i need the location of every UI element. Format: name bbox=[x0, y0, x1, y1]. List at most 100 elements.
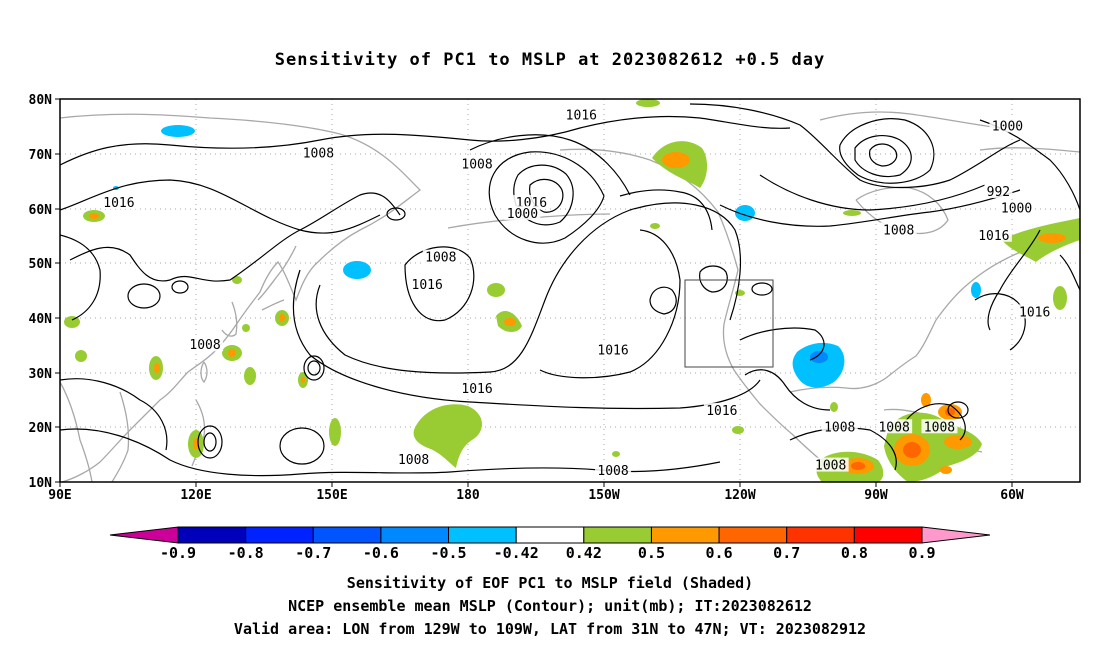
positive-sensitivity-area bbox=[612, 451, 620, 457]
positive-sensitivity-area bbox=[413, 404, 483, 468]
contour-label: 1008 bbox=[398, 453, 429, 468]
positive-sensitivity-area bbox=[89, 213, 99, 219]
colorbar-swatch bbox=[245, 526, 314, 544]
positive-sensitivity-area bbox=[636, 99, 660, 107]
lon-axis: 90E 120E 150E 180 150W 120W 90W 60W bbox=[48, 482, 1024, 503]
mslp-contour bbox=[69, 192, 401, 282]
contour-label-bg bbox=[459, 156, 496, 171]
mslp-contour bbox=[649, 286, 677, 315]
mslp-contour bbox=[488, 151, 605, 244]
colorbar-swatch bbox=[853, 526, 923, 544]
mslp-contour bbox=[539, 229, 681, 379]
negative-sensitivity-area bbox=[971, 282, 981, 298]
contour-label: 1008 bbox=[883, 223, 914, 238]
negative-sensitivity-area bbox=[343, 261, 371, 279]
contour-label-bg bbox=[513, 194, 550, 209]
lon-tick-label: 120E bbox=[180, 488, 211, 503]
mslp-contour bbox=[315, 202, 742, 374]
lat-tick-label: 20N bbox=[29, 421, 53, 436]
contour-label: 1008 bbox=[303, 147, 334, 162]
lat-tick-label: 80N bbox=[29, 93, 53, 108]
lon-tick-label: 150E bbox=[316, 488, 347, 503]
plot-title: Sensitivity of PC1 to MSLP at 2023082612… bbox=[274, 50, 826, 70]
valid-area-box bbox=[684, 279, 774, 368]
negative-sensitivity-area bbox=[810, 351, 828, 363]
positive-sensitivity-area bbox=[244, 367, 256, 385]
negative-sensitivity-shading bbox=[113, 125, 981, 388]
mslp-contour bbox=[303, 355, 325, 381]
positive-sensitivity-area bbox=[1038, 233, 1066, 243]
positive-sensitivity-area bbox=[154, 363, 160, 373]
mslp-contour bbox=[759, 174, 986, 211]
contour-label: 1008 bbox=[461, 158, 492, 173]
positive-sensitivity-area bbox=[504, 318, 516, 326]
contour-label-bg bbox=[422, 249, 459, 264]
mslp-contour bbox=[839, 118, 935, 184]
lat-tick-label: 40N bbox=[29, 312, 53, 327]
coastline-arctic-islands bbox=[819, 111, 1080, 153]
contour-label: 1008 bbox=[425, 251, 456, 266]
colorbar-label: -0.8 bbox=[228, 544, 264, 562]
contour-label-bg bbox=[409, 277, 446, 292]
mslp-contour bbox=[197, 425, 223, 459]
colorbar-swatch bbox=[583, 526, 652, 544]
colorbar-under-triangle bbox=[109, 526, 179, 544]
contour-label-bg bbox=[876, 419, 913, 434]
mslp-contour bbox=[513, 164, 574, 226]
contour-labels: 1016 1000 1008 1008 992 1016 1016 1000 1000 1008 1… bbox=[100, 107, 1053, 479]
contour-label-bg bbox=[300, 145, 337, 160]
mslp-contour bbox=[203, 432, 217, 452]
mslp-contour bbox=[751, 282, 773, 296]
coastline-gulf-florida bbox=[789, 319, 937, 393]
colorbar-label: -0.7 bbox=[295, 544, 331, 562]
contour-label-bg bbox=[187, 337, 224, 352]
mslp-contour bbox=[947, 401, 969, 419]
mslp-contour bbox=[1059, 254, 1080, 291]
contour-label-bg bbox=[595, 342, 632, 357]
contour-label-bg bbox=[989, 118, 1026, 133]
contour-label: 1016 bbox=[566, 108, 597, 123]
contour-label-bg bbox=[921, 419, 958, 434]
caption-line-3: Valid area: LON from 129W to 109W, LAT f… bbox=[233, 620, 867, 638]
contour-label: 1008 bbox=[815, 459, 846, 474]
mslp-contour bbox=[854, 134, 912, 178]
negative-sensitivity-area bbox=[792, 342, 845, 388]
mslp-contour bbox=[469, 134, 631, 196]
contour-label: 1008 bbox=[878, 420, 909, 435]
lon-tick-label: 120W bbox=[724, 488, 755, 503]
contour-label-bg bbox=[975, 227, 1012, 242]
lon-tick-label: 90E bbox=[48, 488, 71, 503]
colorbar-label: -0.5 bbox=[430, 544, 466, 562]
contour-label: 1016 bbox=[597, 344, 628, 359]
lon-tick-label: 60W bbox=[1000, 488, 1024, 503]
coastline-taiwan bbox=[200, 361, 208, 384]
positive-sensitivity-area bbox=[650, 223, 660, 229]
map-panel: 1016 1000 1008 1008 992 1016 1016 1000 1000 1008 1… bbox=[59, 98, 1081, 483]
positive-sensitivity-area bbox=[75, 350, 87, 362]
positive-sensitivity-area bbox=[903, 442, 921, 458]
mslp-contour bbox=[60, 234, 101, 321]
positive-sensitivity-area bbox=[1053, 286, 1067, 310]
mslp-contour bbox=[279, 427, 325, 465]
colorbar-label: 0.7 bbox=[773, 544, 800, 562]
contour-label-bg bbox=[459, 380, 496, 395]
lon-tick-label: 150W bbox=[588, 488, 619, 503]
contour-label: 1008 bbox=[824, 420, 855, 435]
mslp-contour bbox=[739, 327, 825, 361]
lat-axis: 80N 70N 60N 50N 40N 30N 20N 10N bbox=[29, 93, 60, 491]
lon-tick-label: 180 bbox=[456, 488, 480, 503]
colorbar-swatch bbox=[448, 526, 517, 544]
colorbar-label: 0.9 bbox=[908, 544, 935, 562]
positive-sensitivity-area bbox=[940, 466, 952, 474]
mslp-contour bbox=[171, 280, 189, 294]
contour-label-bg bbox=[1016, 304, 1053, 319]
lat-tick-label: 50N bbox=[29, 257, 53, 272]
contour-label: 1008 bbox=[597, 464, 628, 479]
positive-sensitivity-area bbox=[732, 426, 744, 434]
colorbar-label: -0.6 bbox=[363, 544, 399, 562]
positive-sensitivity-area bbox=[228, 349, 236, 357]
colorbar-label: 0.6 bbox=[706, 544, 733, 562]
map-frame bbox=[59, 98, 1081, 483]
coastline-indochina bbox=[111, 391, 130, 482]
positive-sensitivity-area bbox=[301, 377, 305, 383]
